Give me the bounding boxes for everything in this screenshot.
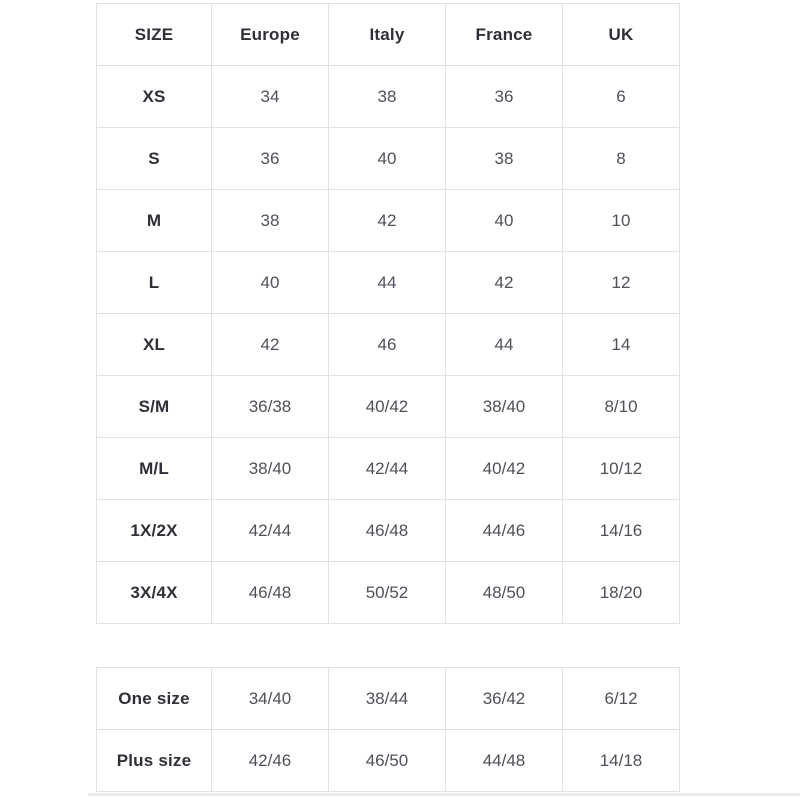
- header-italy: Italy: [328, 3, 446, 66]
- cell-italy: 42/44: [328, 437, 446, 500]
- cell-uk: 14: [562, 313, 680, 376]
- cell-france: 40: [445, 189, 563, 252]
- cell-italy: 46/50: [328, 729, 446, 792]
- cell-france: 36/42: [445, 667, 563, 730]
- row-label: M: [96, 189, 212, 252]
- cell-france: 44/46: [445, 499, 563, 562]
- row-label: S: [96, 127, 212, 190]
- cell-europe: 42/44: [211, 499, 329, 562]
- row-label: Plus size: [96, 729, 212, 792]
- cell-europe: 36/38: [211, 375, 329, 438]
- cell-europe: 42/46: [211, 729, 329, 792]
- special-sizes-table: One size 34/40 38/44 36/42 6/12 Plus siz…: [96, 667, 680, 792]
- cell-uk: 12: [562, 251, 680, 314]
- size-conversion-table: SIZE Europe Italy France UK XS 34 38 36 …: [96, 3, 680, 624]
- cell-uk: 10: [562, 189, 680, 252]
- cell-france: 48/50: [445, 561, 563, 624]
- cell-italy: 38/44: [328, 667, 446, 730]
- table-row-1x2x: 1X/2X 42/44 46/48 44/46 14/16: [96, 499, 680, 562]
- row-label: 3X/4X: [96, 561, 212, 624]
- cell-europe: 34: [211, 65, 329, 128]
- row-label: L: [96, 251, 212, 314]
- table-row-l: L 40 44 42 12: [96, 251, 680, 314]
- cell-italy: 42: [328, 189, 446, 252]
- table-row-m: M 38 42 40 10: [96, 189, 680, 252]
- table-row-ml: M/L 38/40 42/44 40/42 10/12: [96, 437, 680, 500]
- cell-italy: 38: [328, 65, 446, 128]
- cell-europe: 34/40: [211, 667, 329, 730]
- cell-italy: 46: [328, 313, 446, 376]
- cell-europe: 40: [211, 251, 329, 314]
- row-label: One size: [96, 667, 212, 730]
- row-label: XL: [96, 313, 212, 376]
- cell-uk: 6: [562, 65, 680, 128]
- cell-europe: 38/40: [211, 437, 329, 500]
- cell-uk: 8/10: [562, 375, 680, 438]
- cell-italy: 44: [328, 251, 446, 314]
- row-label: XS: [96, 65, 212, 128]
- cell-france: 38: [445, 127, 563, 190]
- table-row-one-size: One size 34/40 38/44 36/42 6/12: [96, 667, 680, 730]
- cell-italy: 46/48: [328, 499, 446, 562]
- cell-uk: 18/20: [562, 561, 680, 624]
- cell-uk: 10/12: [562, 437, 680, 500]
- table-row-plus-size: Plus size 42/46 46/50 44/48 14/18: [96, 729, 680, 792]
- table-row-3x4x: 3X/4X 46/48 50/52 48/50 18/20: [96, 561, 680, 624]
- row-label: M/L: [96, 437, 212, 500]
- row-label: 1X/2X: [96, 499, 212, 562]
- cell-europe: 46/48: [211, 561, 329, 624]
- cell-france: 44: [445, 313, 563, 376]
- cell-uk: 14/18: [562, 729, 680, 792]
- cell-italy: 40/42: [328, 375, 446, 438]
- table-row-sm: S/M 36/38 40/42 38/40 8/10: [96, 375, 680, 438]
- cell-uk: 8: [562, 127, 680, 190]
- header-europe: Europe: [211, 3, 329, 66]
- table-row-xl: XL 42 46 44 14: [96, 313, 680, 376]
- row-label: S/M: [96, 375, 212, 438]
- cell-europe: 38: [211, 189, 329, 252]
- header-uk: UK: [562, 3, 680, 66]
- cell-europe: 36: [211, 127, 329, 190]
- cell-italy: 40: [328, 127, 446, 190]
- cell-italy: 50/52: [328, 561, 446, 624]
- cell-france: 42: [445, 251, 563, 314]
- cell-france: 40/42: [445, 437, 563, 500]
- cell-france: 38/40: [445, 375, 563, 438]
- cell-uk: 6/12: [562, 667, 680, 730]
- table-row-s: S 36 40 38 8: [96, 127, 680, 190]
- table-row-xs: XS 34 38 36 6: [96, 65, 680, 128]
- cell-europe: 42: [211, 313, 329, 376]
- table-header-row: SIZE Europe Italy France UK: [96, 3, 680, 66]
- cell-uk: 14/16: [562, 499, 680, 562]
- cell-france: 44/48: [445, 729, 563, 792]
- header-france: France: [445, 3, 563, 66]
- header-size: SIZE: [96, 3, 212, 66]
- bottom-divider: [88, 793, 800, 796]
- cell-france: 36: [445, 65, 563, 128]
